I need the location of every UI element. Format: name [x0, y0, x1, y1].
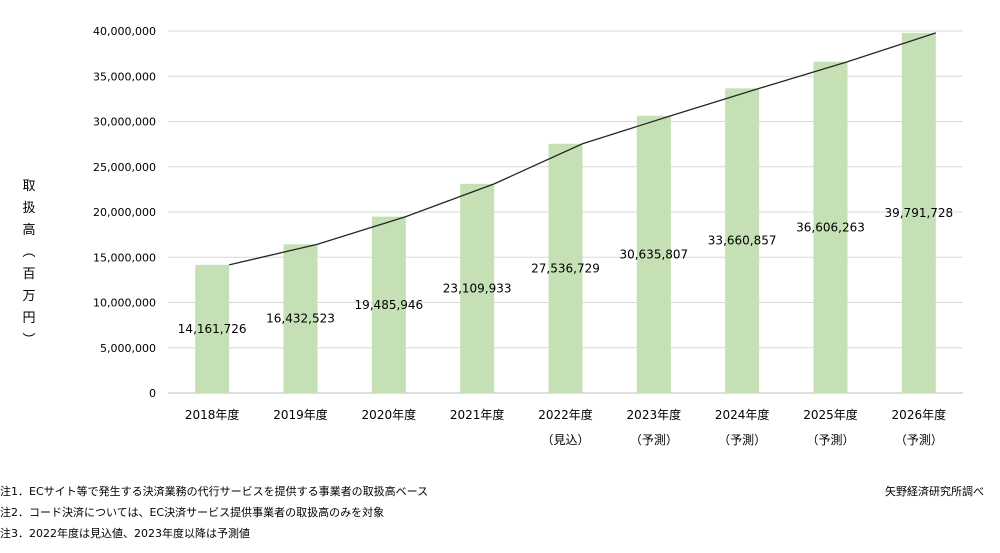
y-tick-label: 20,000,000	[93, 206, 156, 219]
x-tick-label: 2021年度	[450, 407, 505, 422]
x-tick-sublabel: （予測）	[630, 433, 678, 447]
data-label: 36,606,263	[796, 220, 865, 234]
y-tick-label: 10,000,000	[93, 297, 156, 310]
bar	[371, 216, 406, 393]
y-axis-label-char: 円	[22, 311, 36, 326]
bar-chart: 0 5,000,000 10,000,000 15,000,000 20,000,000…	[93, 25, 963, 447]
bar	[195, 264, 230, 393]
y-axis-label: 取扱高 ︵ 百万円 ︶	[20, 176, 38, 352]
footnote-1: 注1．ECサイト等で発生する決済業務の代行サービスを提供する事業者の取扱高ベース	[0, 485, 429, 498]
bar	[725, 88, 760, 393]
y-tick-label: 40,000,000	[93, 25, 156, 38]
bar	[283, 244, 318, 393]
y-tick-label: 25,000,000	[93, 161, 156, 174]
x-tick-label: 2026年度	[892, 407, 947, 422]
footnote-3: 注3．2022年度は見込値、2023年度以降は予測値	[0, 527, 250, 540]
bar	[901, 32, 936, 394]
x-tick-label: 2025年度	[803, 407, 858, 422]
y-axis-label-char: 高	[22, 223, 36, 238]
x-tick-label: 2020年度	[362, 407, 417, 422]
trend-line	[229, 32, 937, 266]
x-tick-label: 2019年度	[273, 407, 328, 422]
x-tick-label: 2024年度	[715, 407, 770, 422]
data-label: 23,109,933	[443, 281, 512, 295]
y-tick-label: 0	[149, 387, 156, 400]
y-tick-label: 30,000,000	[93, 116, 156, 129]
y-tick-label: 35,000,000	[93, 70, 156, 83]
y-tick-label: 15,000,000	[93, 251, 156, 264]
bar	[813, 61, 848, 394]
y-axis-label-char: 扱	[22, 201, 36, 216]
bar	[548, 143, 583, 393]
data-label: 14,161,726	[178, 322, 247, 336]
footnotes: 注1．ECサイト等で発生する決済業務の代行サービスを提供する事業者の取扱高ベース…	[0, 481, 428, 544]
y-axis-label-char: 万	[22, 289, 36, 304]
footnote-2: 注2．コード決済については、EC決済サービス提供事業者の取扱高のみを対象	[0, 506, 385, 519]
source-credit: 矢野経済研究所調べ	[885, 485, 984, 498]
x-tick-sublabel: （予測）	[895, 433, 943, 447]
y-axis-label-char: 百	[22, 267, 36, 282]
data-label: 19,485,946	[354, 298, 423, 312]
bar	[460, 183, 495, 393]
data-label: 27,536,729	[531, 261, 600, 275]
x-tick-label: 2022年度	[538, 407, 593, 422]
x-tick-sublabel: （予測）	[718, 433, 766, 447]
data-label: 33,660,857	[708, 234, 777, 248]
data-label: 30,635,807	[619, 247, 688, 261]
y-axis-label-char: ︵	[22, 245, 36, 260]
x-tick-label: 2023年度	[627, 407, 682, 422]
y-axis-label-char: ︶	[22, 333, 36, 348]
y-axis-label-char: 取	[22, 179, 36, 194]
data-label: 16,432,523	[266, 312, 335, 326]
bar	[636, 115, 671, 394]
y-tick-label: 5,000,000	[100, 342, 156, 355]
x-tick-label: 2018年度	[185, 407, 240, 422]
x-tick-sublabel: （予測）	[806, 433, 854, 447]
data-label: 39,791,728	[884, 206, 953, 220]
x-tick-sublabel: （見込）	[541, 433, 589, 447]
